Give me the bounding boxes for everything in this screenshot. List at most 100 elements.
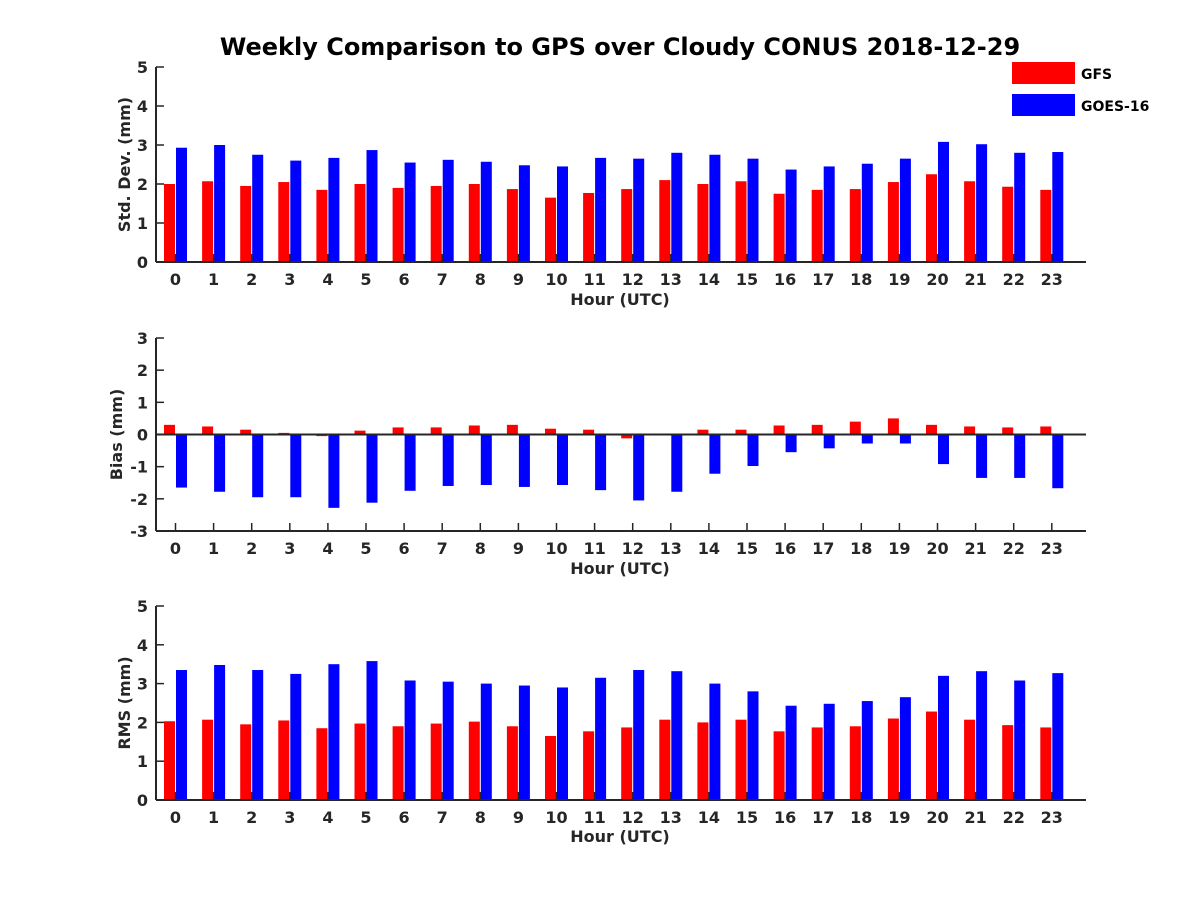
bar-goes-16-hour-0 [176,147,187,262]
x-tick-label: 12 [622,539,644,558]
y-tick-label: 1 [137,393,148,412]
x-tick-label: 21 [964,270,986,289]
bar-gfs-hour-16 [773,193,785,262]
x-tick-label: 7 [437,539,448,558]
x-tick-label: 9 [513,539,524,558]
bar-gfs-hour-21 [964,719,976,800]
bar-gfs-hour-11 [583,731,595,800]
x-tick-label: 18 [850,808,872,827]
bar-goes-16-hour-0 [176,670,187,800]
bar-gfs-hour-5 [354,184,366,262]
bar-gfs-hour-22 [1002,427,1014,435]
y-tick-label: -1 [130,458,148,477]
bar-goes-16-hour-9 [518,685,530,800]
bar-goes-16-hour-15 [747,434,759,467]
bar-goes-16-hour-14 [709,434,721,474]
bar-gfs-hour-20 [926,711,937,800]
bar-goes-16-hour-15 [747,691,759,800]
x-tick-label: 8 [475,539,486,558]
x-tick-label: 17 [812,270,834,289]
x-tick-label: 0 [170,539,181,558]
bar-gfs-hour-0 [164,721,175,800]
y-tick-label: 2 [137,361,148,380]
y-tick-label: 2 [137,175,148,194]
x-tick-label: 13 [660,808,682,827]
bar-goes-16-hour-6 [404,680,416,800]
y-tick-label: 0 [137,791,148,810]
bar-goes-16-hour-3 [290,673,302,800]
bar-goes-16-hour-13 [671,434,683,492]
legend-swatch-gfs [1012,62,1075,84]
bar-goes-16-hour-21 [976,434,988,478]
x-axis-label: Hour (UTC) [570,290,670,309]
bar-gfs-hour-4 [316,728,328,800]
bar-gfs-hour-20 [926,424,937,435]
x-tick-label: 9 [513,808,524,827]
bar-gfs-hour-0 [164,184,175,262]
bar-gfs-hour-12 [621,727,633,800]
bar-gfs-hour-13 [659,719,671,800]
x-tick-label: 6 [399,808,410,827]
x-tick-label: 22 [1003,808,1025,827]
legend: GFS GOES-16 [1012,62,1149,116]
legend-label-gfs: GFS [1081,67,1112,83]
x-tick-label: 20 [926,539,948,558]
x-tick-label: 10 [545,808,567,827]
bar-goes-16-hour-17 [823,703,835,800]
bar-goes-16-hour-7 [442,681,454,800]
bar-gfs-hour-19 [887,418,899,435]
bar-goes-16-hour-20 [938,141,949,262]
bar-gfs-hour-7 [430,185,442,262]
bar-gfs-hour-9 [506,189,518,262]
bar-gfs-hour-12 [621,434,633,439]
bar-gfs-hour-17 [811,189,823,262]
bar-goes-16-hour-12 [633,158,645,262]
y-tick-label: 4 [137,636,148,655]
x-tick-label: 15 [736,539,758,558]
bar-goes-16-hour-21 [976,144,988,262]
x-tick-label: 4 [322,808,333,827]
bar-gfs-hour-6 [392,187,404,262]
x-tick-label: 20 [926,270,948,289]
bar-goes-16-hour-10 [557,434,568,485]
bar-gfs-hour-19 [887,182,899,262]
bar-gfs-hour-17 [811,727,823,800]
y-axis-label: Bias (mm) [107,389,126,481]
bar-gfs-hour-18 [849,421,861,435]
bar-goes-16-hour-15 [747,158,759,262]
bar-goes-16-hour-2 [252,434,264,498]
bars [164,418,1064,508]
bar-goes-16-hour-2 [252,154,264,262]
x-tick-label: 12 [622,808,644,827]
bar-gfs-hour-7 [430,723,442,800]
bar-goes-16-hour-10 [557,166,568,262]
bar-goes-16-hour-18 [861,701,873,800]
x-tick-label: 4 [322,270,333,289]
bar-gfs-hour-0 [164,424,175,435]
bar-gfs-hour-16 [773,731,785,800]
bar-goes-16-hour-16 [785,434,797,453]
x-tick-label: 10 [545,539,567,558]
x-tick-label: 13 [660,270,682,289]
bar-gfs-hour-1 [202,426,214,435]
x-tick-label: 20 [926,808,948,827]
x-tick-label: 21 [964,539,986,558]
bar-gfs-hour-23 [1040,426,1052,435]
bar-gfs-hour-8 [468,721,480,800]
x-tick-label: 5 [360,270,371,289]
bar-goes-16-hour-11 [595,157,607,262]
x-tick-label: 14 [698,808,720,827]
bar-goes-16-hour-12 [633,670,645,800]
bar-gfs-hour-10 [545,428,556,435]
bar-gfs-hour-2 [240,185,252,262]
y-tick-label: 4 [137,97,148,116]
bar-goes-16-hour-23 [1052,152,1064,262]
bar-gfs-hour-10 [545,735,556,800]
x-tick-label: 18 [850,270,872,289]
y-tick-label: 3 [137,329,148,348]
bar-gfs-hour-2 [240,724,252,800]
bar-goes-16-hour-8 [480,683,492,800]
